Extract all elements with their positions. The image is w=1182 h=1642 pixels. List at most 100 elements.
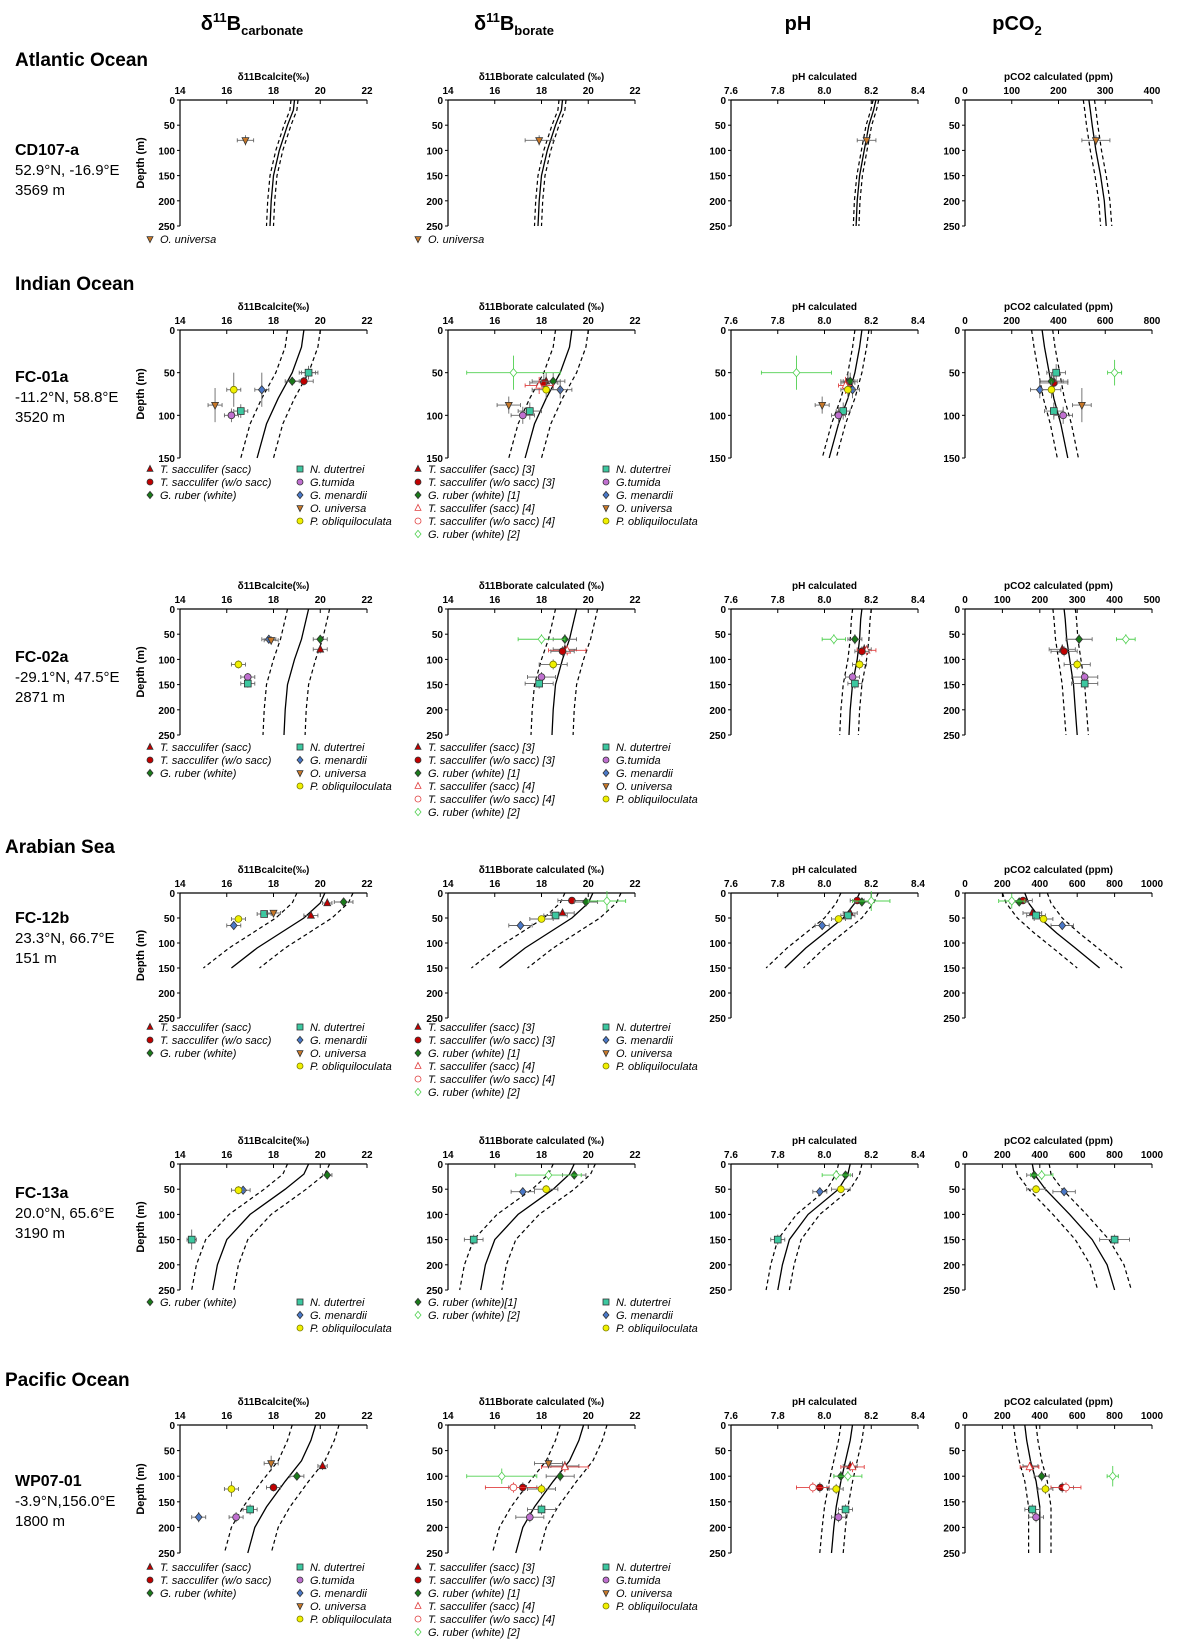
x-tick-label: 18 — [268, 1150, 280, 1161]
legend-label: P. obliquiloculata — [310, 1061, 392, 1073]
chart-panel-FC-01a-col1: 14 16 18 20 22 δ11Bborate calculated (‰) 0 50 10… — [426, 302, 641, 465]
site-coords: -29.1°N, 47.5°E — [15, 669, 120, 686]
x-tick-label: 14 — [174, 879, 186, 890]
legend-label: N. dutertrei — [616, 1297, 671, 1309]
marker-Pobl — [1041, 1485, 1050, 1493]
y-tick-label: 150 — [943, 1236, 960, 1247]
y-tick-label: 200 — [426, 989, 443, 1000]
site-name: WP07-01 — [15, 1473, 82, 1490]
y-tick-label: 150 — [943, 681, 960, 692]
y-tick-label: 150 — [158, 681, 175, 692]
x-axis-title: pCO2 calculated (ppm) — [1004, 581, 1113, 592]
y-tick-label: 100 — [943, 655, 960, 666]
legend-item-Ndut: N. dutertrei — [602, 1022, 671, 1034]
y-tick-label: 50 — [164, 630, 176, 641]
data-point-Gmen — [510, 1187, 535, 1197]
data-point-Gtum — [1028, 1512, 1044, 1523]
x-tick-label: 18 — [536, 879, 548, 890]
legend-label: O. universa — [616, 1588, 672, 1600]
data-point-Tsacc4 — [548, 645, 587, 656]
y-tick-label: 50 — [432, 369, 444, 380]
marker-Pobl — [602, 795, 610, 803]
marker-Ndut — [841, 1505, 850, 1514]
marker-Two — [269, 1483, 278, 1492]
data-point-Two — [1050, 646, 1078, 657]
legend-label: N. dutertrei — [616, 1562, 671, 1574]
x-tick-label: 16 — [221, 86, 233, 97]
legend-item-Grw: G. ruber (white) [1] — [414, 1588, 521, 1600]
legend-FC-13a-col1: G. ruber (white)[1]G. ruber (white) [2] N… — [414, 1297, 698, 1335]
y-tick-label: 150 — [943, 172, 960, 183]
legend-item-Two4: T. sacculifer (w/o sacc) [4] — [414, 516, 556, 528]
chart-panel-FC-13a-col2: 7.6 7.8 8.0 8.2 8.4 pH calculated 0 50 100 150 200… — [709, 1136, 925, 1297]
marker-Grw — [146, 1048, 154, 1058]
region-title-pacific: Pacific Ocean — [5, 1370, 130, 1391]
x-tick-label: 0 — [962, 595, 968, 606]
data-point-Gmen — [814, 920, 830, 931]
x-tick-label: 8.2 — [864, 1150, 878, 1161]
legend-item-Two4: T. sacculifer (w/o sacc) [4] — [414, 794, 556, 806]
legend-label: T. sacculifer (sacc) [3] — [428, 1562, 536, 1574]
marker-Ndut — [602, 465, 610, 473]
legend-label: O. universa — [428, 234, 484, 246]
x-tick-label: 200 — [994, 1411, 1011, 1422]
data-point-Ndut — [770, 1234, 786, 1245]
data-point-Two — [266, 1483, 281, 1492]
data-point-Ndut — [463, 1234, 484, 1245]
marker-Tsacc — [146, 1562, 154, 1570]
x-tick-label: 8.4 — [911, 879, 925, 890]
x-tick-label: 16 — [221, 316, 233, 327]
legend-item-Ndut: N. dutertrei — [296, 1022, 365, 1034]
chart-panel-WP07-01-col2: 7.6 7.8 8.0 8.2 8.4 pH calculated 0 50 100 150 200… — [709, 1397, 925, 1560]
site-depth: 151 m — [15, 950, 57, 967]
x-tick-label: 20 — [583, 595, 595, 606]
marker-Tsacc — [146, 464, 154, 472]
legend-item-Tsacc: T. sacculifer (sacc) — [146, 742, 252, 754]
marker-Pobl — [542, 385, 550, 394]
x-tick-label: 800 — [1106, 879, 1123, 890]
legend-label: P. obliquiloculata — [616, 516, 698, 528]
data-point-Tsacc — [312, 644, 328, 654]
x-tick-label: 600 — [1097, 316, 1114, 327]
x-axis-title: pH calculated — [792, 581, 857, 592]
legend-item-Ndut: N. dutertrei — [602, 1297, 671, 1309]
marker-Gmen — [296, 1310, 304, 1320]
legend-WP07-01-col0: T. sacculifer (sacc)T. sacculifer (w/o s… — [146, 1562, 392, 1626]
data-point-Pobl — [534, 1185, 559, 1194]
data-point-Tsacc — [322, 898, 333, 907]
x-tick-label: 200 — [1050, 86, 1067, 97]
data-point-Grw2 — [833, 1471, 863, 1482]
data-point-Gtum — [515, 1512, 545, 1523]
profile-bound-lower — [191, 1163, 289, 1291]
x-axis-title: δ11Bborate calculated (‰) — [479, 1136, 605, 1147]
x-axis-title: pH calculated — [792, 865, 857, 876]
profile-line — [1031, 1163, 1116, 1291]
site-label-fc01a: FC-01a -11.2°N, 58.8°E 3520 m — [15, 369, 118, 426]
y-tick-label: 50 — [949, 369, 961, 380]
site-coords: 20.0°N, 65.6°E — [15, 1205, 115, 1222]
legend-label: T. sacculifer (sacc) — [160, 464, 252, 476]
legend-label: O. universa — [616, 503, 672, 515]
legend-item-Ouni: O. universa — [296, 1048, 366, 1060]
marker-Gmen — [602, 490, 610, 500]
marker-Pobl — [296, 1615, 304, 1623]
data-point-Pobl — [230, 1186, 246, 1195]
x-tick-label: 16 — [489, 316, 501, 327]
data-point-Gmen — [191, 1512, 207, 1523]
marker-Two4 — [414, 1075, 422, 1083]
data-point-Ouni — [207, 388, 223, 423]
x-axis-title: δ11Bborate calculated (‰) — [479, 581, 605, 592]
y-tick-label: 200 — [426, 197, 443, 208]
legend-item-Ndut: N. dutertrei — [296, 1297, 365, 1309]
x-tick-label: 8.0 — [818, 595, 832, 606]
data-point-Ndut — [1099, 1234, 1131, 1245]
legend-label: T. sacculifer (sacc) [3] — [428, 742, 536, 754]
legend-item-Two: T. sacculifer (w/o sacc) [3] — [414, 477, 556, 489]
x-tick-label: 22 — [361, 86, 373, 97]
marker-Pobl — [229, 385, 238, 394]
legend-item-Gmen: G. menardii — [296, 490, 367, 502]
data-point-Ndut — [242, 1504, 258, 1515]
data-point-Grw — [847, 634, 863, 645]
x-tick-label: 400 — [1144, 86, 1161, 97]
x-tick-label: 800 — [1106, 1411, 1123, 1422]
